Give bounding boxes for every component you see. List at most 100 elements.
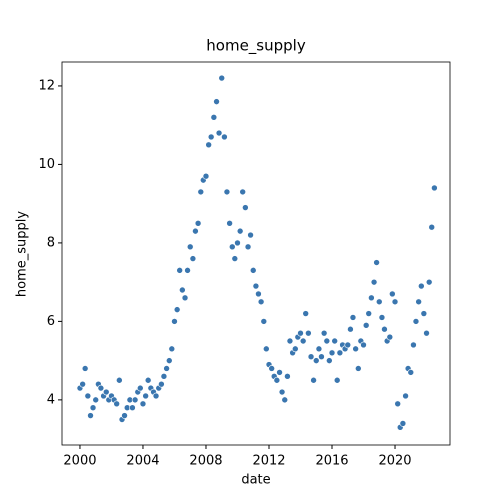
point [297,329,304,337]
point [407,369,415,376]
point [402,392,409,400]
point [179,286,186,294]
point [131,396,139,404]
point [370,278,378,286]
point [312,357,320,364]
point [352,345,359,353]
point [428,223,436,231]
y-axis-label: home_supply [15,211,30,297]
x-tick-label: 2016 [315,454,348,469]
point [394,400,401,408]
point [116,376,123,384]
point [81,365,89,372]
point [360,341,367,349]
point [255,290,262,298]
point [163,365,170,372]
x-tick-label: 2020 [378,454,411,469]
point [139,400,147,408]
x-tick-label: 2008 [189,454,222,469]
point [186,243,194,251]
point [226,219,233,227]
point [375,298,383,306]
point [257,298,265,306]
point [249,267,257,274]
chart-title: home_supply [206,37,306,56]
point [349,314,357,321]
point [218,74,226,82]
point [381,325,388,333]
point [318,353,325,361]
point [299,337,307,345]
point [331,337,338,345]
point [194,219,202,227]
point [102,388,110,396]
point [223,188,231,196]
point [418,282,425,290]
point [202,172,210,180]
point [412,318,420,325]
point [336,349,344,357]
point [347,325,354,333]
point [320,329,328,337]
point [423,329,430,337]
point [365,310,373,317]
y-tick-label: 12 [38,78,55,93]
point [260,318,268,325]
point [284,373,291,380]
point [292,345,299,353]
point [244,243,252,251]
point [386,333,394,341]
point [234,239,241,247]
y-tick-label: 10 [38,157,55,172]
point [333,376,341,384]
point [252,282,260,290]
point [205,141,212,149]
point [236,227,244,235]
point [378,314,386,321]
point [355,365,362,372]
point [160,373,168,380]
point [87,412,94,419]
point [247,231,254,239]
point [231,255,239,262]
point [221,133,228,141]
x-tick-label: 2012 [252,454,285,469]
point [97,384,105,392]
point [213,98,220,105]
point [84,392,92,400]
point [281,396,289,404]
x-tick-label: 2004 [126,454,159,469]
point [144,376,152,384]
point [189,255,197,262]
point [92,396,100,404]
x-axis-label: date [241,473,270,488]
point [228,243,236,251]
point [168,345,176,353]
point [305,329,312,337]
point [263,345,270,353]
point [158,380,165,388]
x-tick-label: 2000 [63,454,96,469]
point [207,133,215,141]
point [425,278,433,286]
point [215,129,223,137]
point [286,337,294,345]
point [302,310,310,317]
point [307,353,315,361]
point [121,412,128,419]
point [399,420,407,427]
y-tick-label: 8 [47,235,55,250]
point [197,188,205,196]
point [315,345,323,353]
point [184,267,191,274]
point [323,337,331,345]
point [129,404,136,412]
point [152,392,160,400]
point [389,290,396,298]
point [113,400,120,408]
plot-frame [61,61,451,446]
point [192,227,199,235]
point [415,298,422,306]
point [239,188,246,196]
